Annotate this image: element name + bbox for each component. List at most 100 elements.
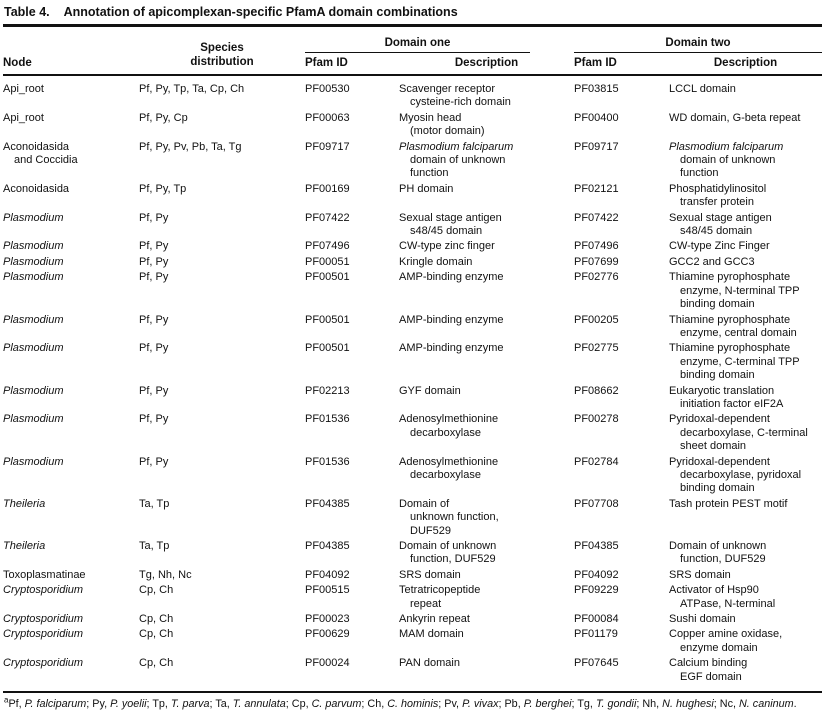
pfam-id-one-cell: PF00501 bbox=[305, 313, 350, 326]
species-cell: Ta, Tp bbox=[139, 497, 170, 510]
description-one-cell: Myosin head (motor domain) bbox=[399, 111, 485, 138]
description-one-cell: Kringle domain bbox=[399, 255, 473, 268]
description-two-cell: Copper amine oxidase, enzyme domain bbox=[669, 628, 783, 654]
table-row: Plasmodium Pf, Py PF01536 Adenosylmethionin… bbox=[3, 412, 822, 454]
pfam-id-one-cell: PF00629 bbox=[305, 628, 350, 641]
species-cell: Cp, Ch bbox=[139, 628, 174, 641]
description-two-cell: WD domain, G-beta repeat bbox=[669, 111, 801, 124]
table-row: Plasmodium Pf, Py PF00501 AMP-binding enzym… bbox=[3, 313, 822, 342]
pfam-id-two-cell: PF07496 bbox=[574, 240, 619, 253]
description-one-cell: AMP-binding enzyme bbox=[399, 313, 504, 326]
table-row: Theileria Ta, Tp PF04385 Domain of unknown … bbox=[3, 497, 822, 539]
table-row: Toxoplasmatinae Tg, Nh, Nc PF04092 SRS doma… bbox=[3, 568, 822, 583]
column-header-description-one: Description bbox=[399, 53, 574, 76]
pfam-id-two-cell: PF09717 bbox=[574, 140, 619, 153]
table-row: Api_root Pf, Py, Cp PF00063 Myosin head (mo… bbox=[3, 111, 822, 140]
description-one-cell: PH domain bbox=[399, 182, 454, 195]
table-row: Plasmodium Pf, Py PF07422 Sexual stage anti… bbox=[3, 211, 822, 240]
species-cell: Cp, Ch bbox=[139, 584, 174, 597]
species-cell: Pf, Py bbox=[139, 342, 169, 355]
pfam-id-two-cell: PF04385 bbox=[574, 540, 619, 552]
pfam-id-two-cell: PF03815 bbox=[574, 83, 619, 95]
pfam-id-one-cell: PF00023 bbox=[305, 613, 350, 626]
description-one-cell: GYF domain bbox=[399, 384, 461, 397]
table-caption: Table 4. Annotation of apicomplexan-speci… bbox=[3, 2, 825, 24]
species-cell: Pf, Py, Tp, Ta, Cp, Ch bbox=[139, 83, 245, 95]
footnote-marker: a bbox=[4, 695, 9, 705]
node-cell: Plasmodium bbox=[3, 455, 64, 468]
pfam-id-one-cell: PF00063 bbox=[305, 111, 350, 124]
domain-two-label: Domain two bbox=[665, 37, 731, 49]
domain-one-label: Domain one bbox=[384, 37, 451, 49]
node-cell: Cryptosporidium bbox=[3, 613, 84, 626]
pfam-id-one-cell: PF04385 bbox=[305, 497, 350, 510]
table-body: Api_root Pf, Py, Tp, Ta, Cp, Ch PF00530 Sca… bbox=[3, 75, 822, 692]
pfam-id-one-cell: PF00501 bbox=[305, 271, 350, 284]
table-number: Table 4. bbox=[4, 5, 50, 19]
table-header: Node Species distribution Domain one Dom… bbox=[3, 25, 823, 76]
column-header-species-distribution: Species distribution bbox=[139, 25, 305, 76]
node-cell: Aconoidasida and Coccidia bbox=[3, 140, 78, 167]
description-one-cell: Adenosylmethionine decarboxylase bbox=[399, 413, 499, 439]
description-two-cell: Calcium binding EGF domain bbox=[669, 657, 748, 683]
pfam-id-one-cell: PF02213 bbox=[305, 384, 350, 397]
node-cell: Plasmodium bbox=[3, 271, 64, 284]
description-one-cell: AMP-binding enzyme bbox=[399, 271, 504, 284]
node-cell: Theileria bbox=[3, 540, 46, 552]
table-row: Cryptosporidium Cp, Ch PF00629 MAM domain PF… bbox=[3, 627, 822, 656]
pfam-id-two-cell: PF07645 bbox=[574, 657, 619, 670]
species-cell: Pf, Py bbox=[139, 384, 169, 397]
table-row: Cryptosporidium Cp, Ch PF00024 PAN domain PF… bbox=[3, 656, 822, 692]
node-cell: Toxoplasmatinae bbox=[3, 568, 86, 581]
pfam-id-one-cell: PF00051 bbox=[305, 255, 350, 268]
species-cell: Tg, Nh, Nc bbox=[139, 568, 192, 581]
node-cell: Cryptosporidium bbox=[3, 657, 84, 670]
table-row: Api_root Pf, Py, Tp, Ta, Cp, Ch PF00530 Sca… bbox=[3, 75, 822, 111]
description-two-cell: CW-type Zinc Finger bbox=[669, 240, 770, 253]
description-one-cell: Adenosylmethionine decarboxylase bbox=[399, 455, 499, 481]
pfam-id-one-cell: PF07422 bbox=[305, 211, 350, 224]
table-row: Cryptosporidium Cp, Ch PF00023 Ankyrin repe… bbox=[3, 612, 822, 627]
pfam-id-two-cell: PF04092 bbox=[574, 568, 619, 581]
species-cell: Pf, Py bbox=[139, 455, 169, 468]
species-cell: Pf, Py, Cp bbox=[139, 111, 188, 124]
table-row: Theileria Ta, Tp PF04385 Domain of unknown … bbox=[3, 539, 822, 568]
pfam-id-two-cell: PF08662 bbox=[574, 384, 619, 397]
node-cell: Api_root bbox=[3, 111, 44, 124]
pfam-id-one-cell: PF00501 bbox=[305, 342, 350, 355]
description-two-cell: Thiamine pyrophosphate enzyme, C-termina… bbox=[669, 342, 800, 382]
table-row: Aconoidasida Pf, Py, Tp PF00169 PH domain PF… bbox=[3, 182, 822, 211]
pfam-id-two-cell: PF07699 bbox=[574, 255, 619, 268]
pfam-id-one-cell: PF04385 bbox=[305, 540, 350, 552]
node-cell: Plasmodium bbox=[3, 384, 64, 397]
description-two-cell: Tash protein PEST motif bbox=[669, 497, 788, 510]
data-table: Node Species distribution Domain one Dom… bbox=[3, 24, 823, 694]
pfam-id-two-cell: PF02775 bbox=[574, 342, 619, 355]
description-two-cell: Pyridoxal-dependent decarboxylase, pyrid… bbox=[669, 455, 802, 495]
table-row: Cryptosporidium Cp, Ch PF00515 Tetratricope… bbox=[3, 583, 822, 612]
pfam-id-two-cell: PF00084 bbox=[574, 613, 619, 626]
column-header-pfam-id-two: Pfam ID bbox=[574, 53, 669, 76]
node-cell: Theileria bbox=[3, 497, 46, 510]
description-two-cell: Thiamine pyrophosphate enzyme, central d… bbox=[669, 313, 797, 339]
pfam-id-two-cell: PF07708 bbox=[574, 497, 619, 510]
pfam-id-one-cell: PF00169 bbox=[305, 182, 350, 195]
node-cell: Plasmodium bbox=[3, 211, 64, 224]
species-cell: Pf, Py bbox=[139, 271, 169, 284]
column-header-description-two: Description bbox=[669, 53, 823, 76]
pfam-id-two-cell: PF07422 bbox=[574, 211, 619, 224]
description-one-cell: Domain of unknown function, DUF529 bbox=[399, 540, 497, 566]
pfam-id-one-cell: PF01536 bbox=[305, 413, 350, 426]
table-row: Plasmodium Pf, Py PF01536 Adenosylmethionin… bbox=[3, 455, 822, 497]
table-row: Aconoidasida and Coccidia Pf, Py, Pv, Pb,… bbox=[3, 140, 822, 182]
node-cell: Plasmodium bbox=[3, 255, 64, 268]
species-cell: Pf, Py bbox=[139, 255, 169, 268]
pfam-id-two-cell: PF00278 bbox=[574, 413, 619, 426]
pfam-id-one-cell: PF09717 bbox=[305, 140, 350, 153]
description-one-cell: MAM domain bbox=[399, 628, 464, 641]
description-two-cell: Plasmodium falciparum domain of unknown … bbox=[669, 140, 784, 180]
description-two-cell: LCCL domain bbox=[669, 83, 736, 95]
pfam-id-two-cell: PF00400 bbox=[574, 111, 619, 124]
species-cell: Ta, Tp bbox=[139, 540, 170, 552]
